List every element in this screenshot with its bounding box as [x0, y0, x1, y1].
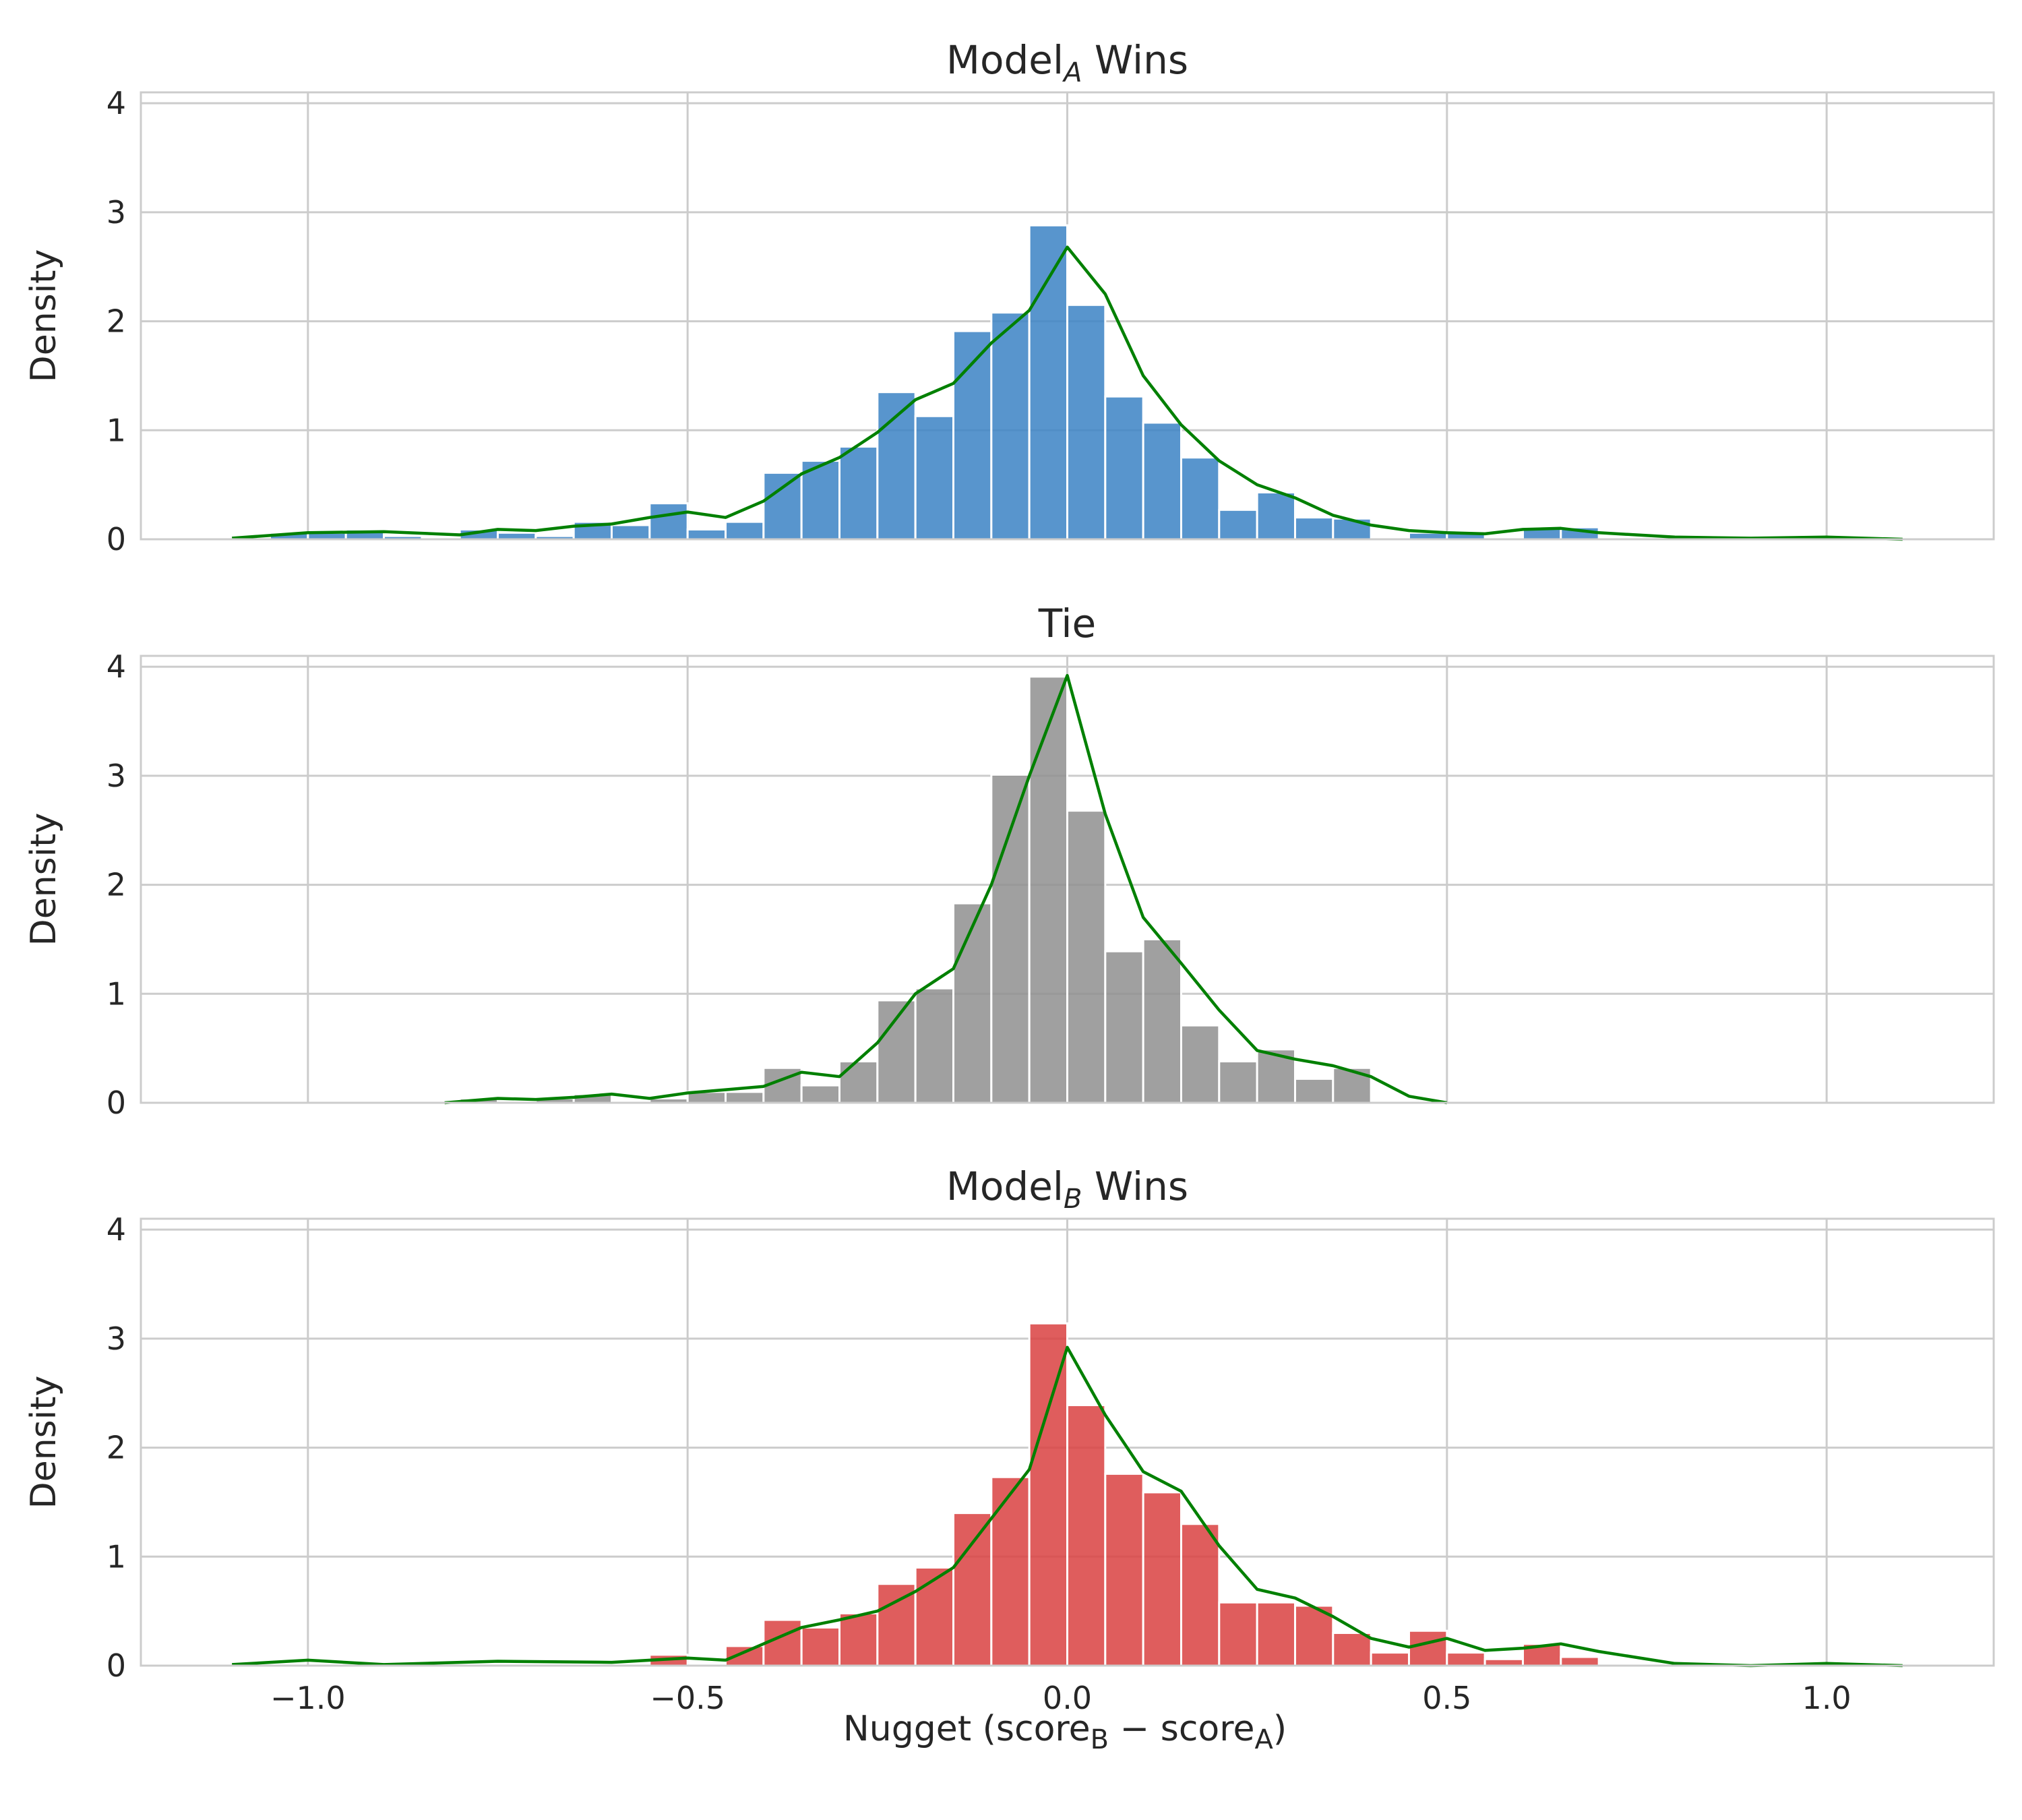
- histogram-bar: [1104, 950, 1144, 1104]
- histogram-bar: [800, 1084, 841, 1104]
- y-tick-label: 1: [106, 1538, 126, 1575]
- y-tick-label: 0: [106, 1085, 126, 1121]
- x-tick-label: 0.5: [1422, 1680, 1471, 1716]
- histogram-bar: [1218, 1060, 1258, 1104]
- histogram-bar: [838, 446, 879, 541]
- histogram-bar: [800, 460, 841, 541]
- histogram-bar: [1407, 1629, 1448, 1667]
- x-tick-label: −1.0: [270, 1680, 346, 1716]
- histogram-bar: [914, 1566, 955, 1667]
- y-tick-label: 2: [106, 303, 126, 340]
- histogram-bar: [1104, 1472, 1144, 1667]
- plot-frame: [140, 655, 1995, 1104]
- histogram-bar: [990, 311, 1031, 541]
- panel-title: ModelA Wins: [946, 37, 1188, 88]
- histogram-bar: [762, 471, 803, 541]
- kde-curve: [232, 1345, 1903, 1668]
- histogram-bar: [1293, 1077, 1335, 1104]
- y-axis-label: Density: [24, 813, 64, 946]
- x-tick-label: 1.0: [1802, 1680, 1851, 1716]
- histogram-bar: [1066, 303, 1107, 541]
- histogram-bar: [1066, 1404, 1107, 1667]
- kde-curve: [444, 673, 1448, 1105]
- histogram-bar: [1142, 938, 1182, 1104]
- histogram-bar: [838, 1060, 879, 1104]
- histogram-bar: [611, 524, 651, 541]
- histogram-bar: [1180, 1024, 1221, 1104]
- histogram-bar: [1028, 224, 1069, 541]
- histogram-bar: [914, 987, 955, 1104]
- plot-frame: [140, 91, 1995, 541]
- y-tick-label: 2: [106, 867, 126, 903]
- histogram-bar: [1180, 1523, 1221, 1667]
- y-axis-label: Density: [24, 1376, 64, 1509]
- x-axis-label: Nugget (scoreB − scoreA): [843, 1709, 1287, 1755]
- histogram-bar: [1332, 1066, 1372, 1104]
- panel-1: 0 1 2 3 4 Density ModelA Wins: [24, 37, 1995, 557]
- panel-title: ModelB Wins: [946, 1163, 1188, 1215]
- histogram-bar: [952, 1512, 993, 1667]
- y-tick-label: 0: [106, 521, 126, 557]
- panel-3: 0 1 2 3 4 −1.0 −0.5 0.0 0.5 1.0 Density ModelB Wins: [24, 1163, 1995, 1716]
- x-tick-label: −0.5: [650, 1680, 725, 1716]
- histogram-bar: [1293, 516, 1335, 541]
- histogram-bar: [686, 528, 727, 541]
- histogram-bar: [1028, 675, 1069, 1104]
- histogram-bar: [990, 1476, 1031, 1667]
- histogram-bar: [725, 1091, 765, 1104]
- histogram-bar: [1560, 1656, 1600, 1667]
- histogram-bar: [876, 999, 917, 1104]
- panel-2: 0 1 2 3 4 Density Tie: [24, 601, 1995, 1121]
- histogram-bar: [1446, 1651, 1486, 1667]
- y-tick-label: 2: [106, 1430, 126, 1466]
- y-tick-label: 4: [106, 1211, 126, 1248]
- y-tick-label: 4: [106, 648, 126, 685]
- histogram-bar: [725, 520, 765, 541]
- histogram-bar: [1104, 395, 1144, 541]
- histogram-bar: [1332, 1631, 1372, 1667]
- histogram-bar: [1142, 421, 1182, 541]
- y-tick-label: 3: [106, 1321, 126, 1357]
- histogram-bar: [838, 1612, 879, 1667]
- histogram-bar: [1180, 456, 1221, 541]
- plot-frame: [140, 1217, 1995, 1667]
- y-tick-label: 1: [106, 412, 126, 448]
- x-tick-label: 0.0: [1043, 1680, 1092, 1716]
- histogram-bar: [800, 1626, 841, 1667]
- y-tick-label: 1: [106, 975, 126, 1012]
- kde-curve: [232, 245, 1903, 541]
- histogram-bar: [1142, 1491, 1182, 1667]
- y-tick-label: 3: [106, 194, 126, 231]
- histogram-bar: [1256, 491, 1296, 541]
- histogram-bar: [876, 1583, 917, 1667]
- histogram-bar: [1218, 1601, 1258, 1667]
- histogram-bar: [990, 773, 1031, 1104]
- panel-title: Tie: [1038, 601, 1096, 646]
- histogram-bar: [648, 502, 689, 541]
- y-tick-label: 3: [106, 758, 126, 794]
- y-axis-label: Density: [24, 249, 64, 383]
- histogram-bar: [952, 902, 993, 1104]
- histogram-bar: [725, 1645, 765, 1667]
- histogram-bar: [1028, 1322, 1069, 1667]
- histogram-bar: [1066, 810, 1107, 1104]
- histogram-bar: [1256, 1601, 1296, 1667]
- y-tick-label: 4: [106, 85, 126, 121]
- histogram-bar: [914, 415, 955, 541]
- y-tick-label: 0: [106, 1647, 126, 1684]
- histogram-bar: [1218, 508, 1258, 541]
- histogram-bar: [1370, 1651, 1410, 1667]
